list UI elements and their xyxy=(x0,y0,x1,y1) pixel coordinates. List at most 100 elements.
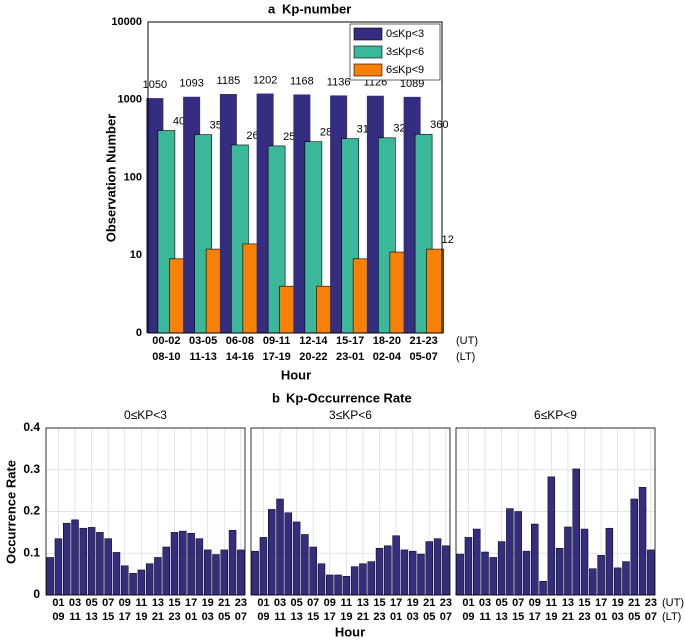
x-tick-label: 18-20 xyxy=(373,335,401,347)
bar xyxy=(104,538,112,596)
bar xyxy=(179,530,187,596)
x-tick-label: 13 xyxy=(85,611,97,623)
x-tick-label: 03-05 xyxy=(189,335,217,347)
x-tick-label: 05 xyxy=(218,611,230,623)
panel-letter: b xyxy=(272,390,280,405)
y-tick-label: 0.4 xyxy=(23,420,40,434)
x-tick-label: 03 xyxy=(612,611,624,623)
data-label: 1202 xyxy=(253,74,277,86)
bar xyxy=(555,547,564,596)
legend-label: 3≤Kp<6 xyxy=(386,46,424,58)
x-tick-label: 23-01 xyxy=(336,351,364,363)
bar xyxy=(187,532,195,596)
bar xyxy=(481,551,489,596)
bar xyxy=(195,538,204,596)
x-tick-label: 09 xyxy=(257,611,269,623)
bar xyxy=(350,566,359,596)
bar xyxy=(145,563,154,596)
x-tick-label: 09 xyxy=(52,611,64,623)
x-tick-label: 13 xyxy=(562,597,574,609)
x-tick-label: 05 xyxy=(628,611,640,623)
bar xyxy=(580,528,589,596)
x-tick-label: 23 xyxy=(645,597,657,609)
bar xyxy=(220,549,229,596)
bar xyxy=(392,535,400,596)
bar xyxy=(170,532,179,596)
x-tick-label: 23 xyxy=(373,611,385,623)
x-tick-label: 14-16 xyxy=(226,351,254,363)
bar xyxy=(342,575,351,596)
x-tick-label: 17 xyxy=(390,597,402,609)
x-tick-label: 11-13 xyxy=(189,351,217,363)
x-tick-label: 01 xyxy=(52,597,64,609)
plot-frame xyxy=(45,427,246,596)
x-tick-label: 21-23 xyxy=(410,335,438,347)
x-tick-label: 17 xyxy=(595,597,607,609)
x-tick-label: 02-04 xyxy=(373,351,402,363)
legend-swatch xyxy=(353,45,383,59)
x-tick-label: 01 xyxy=(390,611,402,623)
x-tick-label: 21 xyxy=(628,597,640,609)
x-tick-label: 21 xyxy=(562,611,574,623)
x-tick-label: 09 xyxy=(119,597,131,609)
x-tick-label: 15 xyxy=(102,611,114,623)
x-tick-label: 03 xyxy=(69,597,81,609)
x-tick-label: 19 xyxy=(340,611,352,623)
bar xyxy=(62,522,71,596)
bar xyxy=(292,521,301,596)
bar xyxy=(597,555,605,596)
bar xyxy=(408,550,417,596)
data-label: 1050 xyxy=(143,79,167,91)
bar xyxy=(137,569,146,596)
x-tick-label: 17 xyxy=(324,611,336,623)
bar xyxy=(237,549,245,596)
x-row-label: (UT) xyxy=(662,597,684,609)
bar xyxy=(605,527,614,596)
x-tick-label: 07 xyxy=(235,611,247,623)
bar xyxy=(442,545,450,596)
bar xyxy=(589,568,597,596)
bar xyxy=(87,527,96,596)
data-label: 12 xyxy=(442,234,454,246)
bar xyxy=(334,574,342,596)
x-tick-label: 03 xyxy=(274,597,286,609)
bar xyxy=(384,545,392,596)
panel-title: 3≤KP<6 xyxy=(329,408,372,422)
data-label: 356 xyxy=(210,120,228,132)
bar xyxy=(506,508,514,596)
x-tick-label: 17 xyxy=(529,611,541,623)
bar xyxy=(54,538,63,596)
bar xyxy=(162,546,170,596)
x-tick-label: 13 xyxy=(495,611,507,623)
data-label: 360 xyxy=(430,119,448,131)
x-tick-label: 05 xyxy=(495,597,507,609)
bar xyxy=(613,567,622,596)
data-label: 1093 xyxy=(179,78,203,90)
x-tick-label: 08-10 xyxy=(152,351,180,363)
x-tick-label: 03 xyxy=(407,611,419,623)
x-tick-label: 17 xyxy=(119,611,131,623)
x-tick-label: 13 xyxy=(357,597,369,609)
x-tick-label: 09 xyxy=(324,597,336,609)
plot-frame xyxy=(147,21,443,334)
legend-swatch xyxy=(353,27,383,41)
y-tick-label: 0.2 xyxy=(23,504,40,518)
bar xyxy=(317,563,326,596)
bar xyxy=(456,553,464,596)
x-tick-label: 23 xyxy=(578,611,590,623)
legend-swatch xyxy=(353,63,383,77)
bar xyxy=(472,528,481,596)
panel-title: 0≤KP<3 xyxy=(124,408,167,422)
bar xyxy=(417,553,425,596)
bar xyxy=(284,512,293,596)
x-tick-label: 01 xyxy=(185,611,197,623)
bar xyxy=(212,554,220,596)
x-tick-label: 05 xyxy=(290,597,302,609)
y-tick-label: 10000 xyxy=(111,16,142,28)
bar xyxy=(547,476,556,596)
x-tick-label: 19 xyxy=(135,611,147,623)
plot-frame xyxy=(250,427,451,596)
x-tick-label: 11 xyxy=(341,597,353,609)
x-tick-label: 07 xyxy=(512,597,524,609)
bar xyxy=(359,563,367,596)
